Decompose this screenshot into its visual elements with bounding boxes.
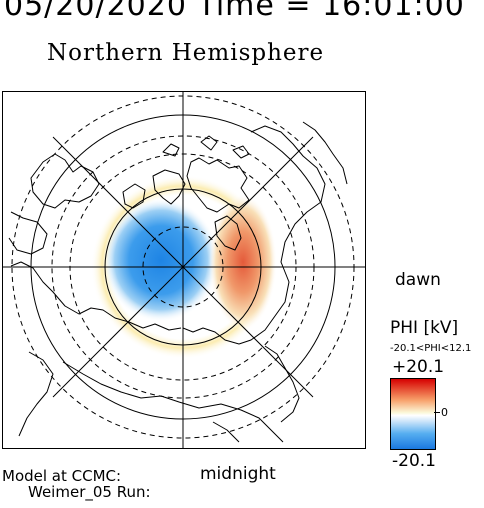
midnight-label: midnight	[200, 464, 276, 484]
positive-potential-cell	[209, 194, 277, 330]
header-datetime: 05/20/2020 Time = 16:01:00	[4, 0, 465, 23]
credit-model: Model at CCMC:	[2, 467, 122, 485]
coastline-greenland	[186, 157, 250, 213]
polar-map-svg	[3, 92, 365, 448]
colorbar-zero-tick	[434, 412, 440, 413]
coastline-bering	[8, 211, 48, 255]
credit-run: Weimer_05 Run:	[28, 483, 151, 501]
coastline-eurasia-north	[182, 125, 326, 345]
colorbar-max-label: +20.1	[392, 357, 445, 377]
meridian-diagonal-2	[52, 136, 314, 398]
coastline-island-b	[214, 215, 242, 251]
coastline-pacific-rim	[18, 351, 54, 437]
coastline-asia-south	[62, 361, 284, 443]
coastline-small-islands	[162, 135, 250, 159]
colorbar	[390, 378, 436, 450]
coastlines	[8, 121, 348, 443]
colorbar-range: -20.1<PHI<12.1	[390, 343, 472, 354]
coastline-alaska	[30, 153, 100, 209]
coastline-arabia	[264, 345, 300, 423]
colorbar-zero-label: 0	[441, 406, 448, 419]
colorbar-min-label: -20.1	[392, 451, 436, 471]
meridian-lines	[3, 92, 365, 448]
map-title: Northern Hemisphere	[47, 40, 325, 66]
polar-map	[2, 91, 366, 449]
coastline-india	[212, 421, 240, 443]
colorbar-title: PHI [kV]	[390, 318, 459, 338]
coastline-siberia	[10, 261, 182, 331]
negative-potential-cell	[103, 198, 219, 322]
coastline-scandinavia	[302, 121, 348, 185]
coastline-arctic-islands	[152, 169, 186, 205]
dawn-label: dawn	[395, 270, 441, 290]
coastline-island-a	[122, 183, 146, 209]
